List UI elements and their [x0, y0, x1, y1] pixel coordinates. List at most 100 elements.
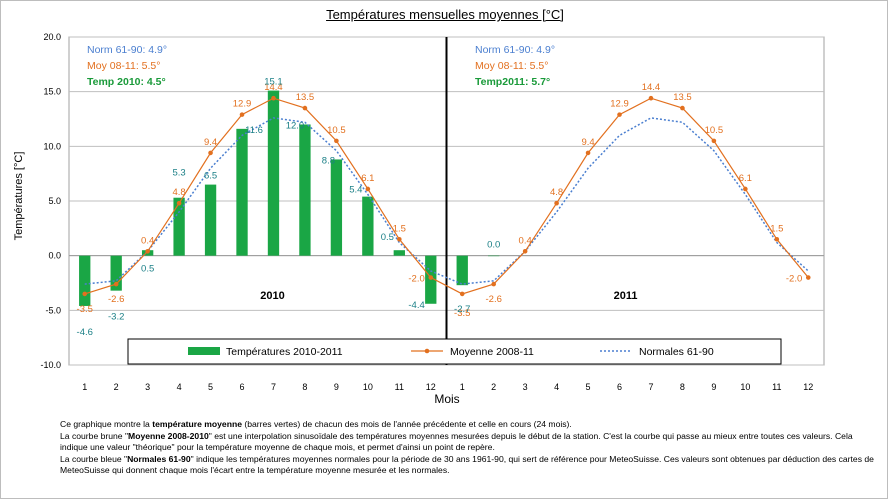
- x-tick-label: 3: [523, 382, 528, 392]
- stat-moy-right: Moy 08-11: 5.5°: [475, 60, 548, 72]
- note-line-2: La courbe brune "Moyenne 2008-2010" est …: [60, 430, 853, 453]
- x-tick-label: 9: [334, 382, 339, 392]
- moyenne-point: [302, 105, 308, 111]
- note-line-3: La courbe bleue "Normales 61-90" indique…: [60, 453, 874, 476]
- x-tick-label: 4: [554, 382, 559, 392]
- chart-description: Ce graphique montre la température moyen…: [60, 419, 880, 477]
- moyenne-point: [334, 138, 339, 144]
- moyenne-value-label: -2.0: [786, 274, 802, 285]
- moyenne-point: [82, 291, 88, 297]
- moyenne-point: [522, 248, 528, 254]
- bar-value-label: 5.4: [349, 185, 362, 196]
- moyenne-value-label: 4.8: [550, 187, 563, 198]
- y-tick-label: 10.0: [43, 141, 61, 151]
- stat-temp-right: Temp2011: 5.7°: [475, 76, 550, 88]
- moyenne-point: [145, 248, 150, 254]
- moyenne-point: [208, 150, 213, 156]
- legend-label-moyenne: Moyenne 2008-11: [450, 346, 534, 358]
- moyenne-value-label: 13.5: [296, 92, 315, 103]
- chart-title: Températures mensuelles moyennes [°C]: [326, 7, 564, 22]
- x-tick-label: 12: [803, 382, 813, 392]
- moyenne-value-label: 10.5: [327, 125, 346, 136]
- stat-norm-left: Norm 61-90: 4.9°: [87, 44, 167, 56]
- temperature-bar: [456, 255, 468, 286]
- x-tick-label: 8: [302, 382, 307, 392]
- moyenne-point: [428, 275, 434, 280]
- temperature-bar: [362, 196, 374, 256]
- note-line-1: Ce graphique montre la température moyen…: [60, 419, 572, 429]
- y-tick-label: 20.0: [43, 32, 61, 42]
- x-tick-label: 9: [711, 382, 716, 392]
- moyenne-point: [585, 150, 591, 156]
- bar-value-label: 0.0: [487, 240, 500, 251]
- y-tick-label: -5.0: [45, 305, 61, 315]
- x-tick-label: 10: [363, 382, 373, 392]
- moyenne-value-label: 12.9: [233, 99, 252, 110]
- x-tick-label: 6: [240, 382, 245, 392]
- bar-value-label: 8.8: [322, 155, 335, 166]
- legend-label-bars: Températures 2010-2011: [226, 346, 343, 358]
- year-label-2011: 2011: [614, 290, 638, 302]
- moyenne-value-label: 0.4: [519, 235, 532, 246]
- x-tick-label: 12: [426, 382, 436, 392]
- moyenne-point: [365, 186, 371, 192]
- bar-value-label: 15.1: [264, 77, 283, 88]
- bar-value-label: -4.4: [408, 300, 424, 311]
- x-tick-label: 7: [648, 382, 653, 392]
- moyenne-value-label: 9.4: [581, 137, 594, 148]
- bar-value-label: 12.0: [286, 120, 305, 131]
- moyenne-point: [805, 275, 811, 280]
- temperature-bar: [110, 255, 122, 291]
- moyenne-point: [774, 236, 780, 242]
- x-tick-label: 11: [772, 382, 781, 392]
- moyenne-point: [459, 291, 465, 297]
- x-tick-label: 10: [740, 382, 750, 392]
- temperature-bar: [236, 128, 248, 256]
- moyenne-value-label: -2.0: [408, 274, 424, 285]
- bar-value-label: -4.6: [77, 327, 93, 338]
- bar-value-label: 6.5: [204, 171, 217, 182]
- moyenne-point: [554, 200, 559, 206]
- temperature-bar: [79, 255, 91, 306]
- x-tick-label: 4: [177, 382, 182, 392]
- temperature-bar: [267, 90, 280, 256]
- bar-value-label: -2.7: [454, 304, 470, 315]
- x-axis-label: Mois: [434, 392, 459, 406]
- x-tick-label: 1: [460, 382, 465, 392]
- temperature-bar: [330, 159, 343, 256]
- moyenne-value-label: 4.8: [172, 187, 185, 198]
- y-tick-label: -10.0: [40, 360, 61, 370]
- x-tick-label: 1: [82, 382, 87, 392]
- moyenne-value-label: 14.4: [264, 82, 283, 93]
- moyenne-point: [239, 112, 245, 117]
- stat-norm-right: Norm 61-90: 4.9°: [475, 44, 555, 56]
- moyenne-line: [84, 97, 809, 295]
- moyenne-value-label: -3.5: [454, 308, 470, 319]
- y-tick-label: 5.0: [48, 196, 61, 206]
- moyenne-point: [397, 236, 402, 242]
- x-tick-label: 6: [617, 382, 622, 392]
- x-tick-label: 8: [680, 382, 685, 392]
- temperature-bar: [204, 184, 217, 256]
- moyenne-point: [711, 138, 717, 144]
- bar-value-label: 5.3: [172, 168, 185, 179]
- moyenne-point: [176, 200, 182, 206]
- legend-label-normales: Normales 61-90: [639, 346, 714, 358]
- bar-value-label: -3.2: [108, 312, 124, 323]
- moyenne-value-label: 6.1: [739, 173, 752, 184]
- moyenne-value-label: 14.4: [642, 82, 661, 93]
- x-tick-label: 2: [491, 382, 496, 392]
- normales-line: [84, 117, 809, 285]
- moyenne-value-label: 12.9: [610, 99, 629, 110]
- moyenne-point: [743, 186, 748, 192]
- moyenne-point: [680, 105, 685, 111]
- legend-swatch-bars: [188, 347, 220, 355]
- temperature-bar: [299, 124, 311, 256]
- bar-value-label: 0.5: [381, 232, 394, 243]
- moyenne-value-label: 1.5: [393, 223, 406, 234]
- legend-box: [127, 338, 782, 365]
- temperature-bar: [488, 255, 500, 257]
- x-tick-label: 2: [114, 382, 119, 392]
